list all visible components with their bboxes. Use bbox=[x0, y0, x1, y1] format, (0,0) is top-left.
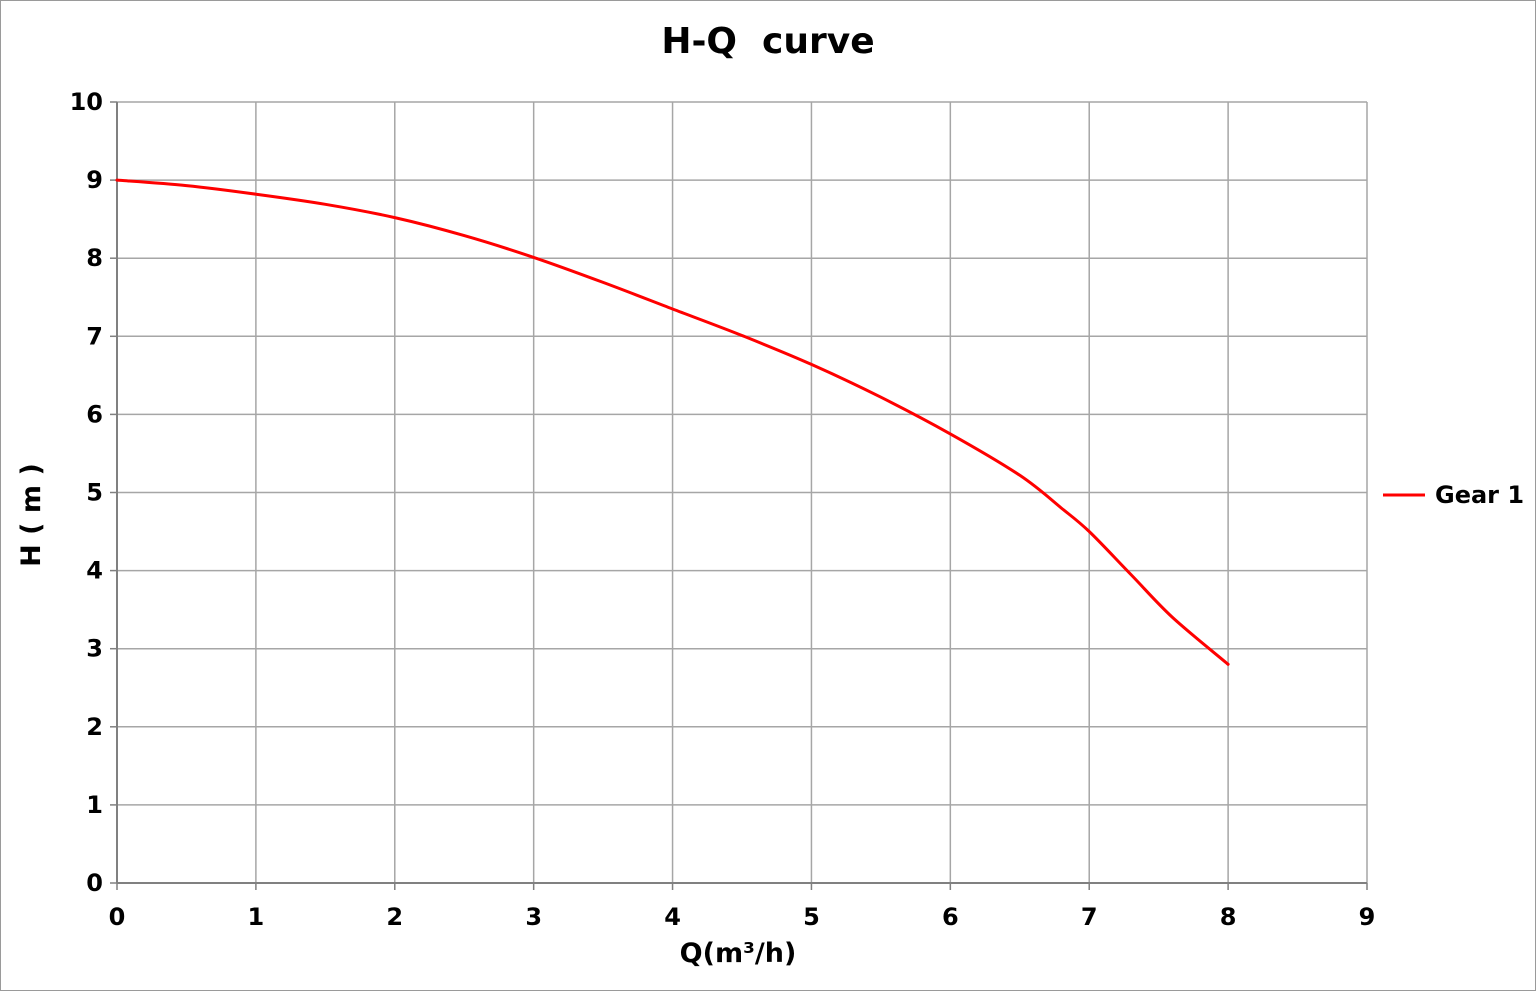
series-lines bbox=[115, 178, 1230, 666]
legend: Gear 1 bbox=[1383, 481, 1524, 509]
y-tick-label: 8 bbox=[86, 244, 103, 272]
x-tick-label: 4 bbox=[664, 903, 681, 931]
x-tick-label: 9 bbox=[1359, 903, 1376, 931]
grid bbox=[117, 101, 1368, 883]
y-axis-label: H ( m ) bbox=[16, 463, 47, 567]
x-tick-label: 5 bbox=[803, 903, 820, 931]
axes bbox=[110, 101, 1368, 890]
x-tick-label: 3 bbox=[525, 903, 542, 931]
tick-labels: 0 1 2 3 4 5 6 7 8 9 0 1 2 3 4 5 6 7 8 9 10 bbox=[70, 88, 1376, 931]
y-tick-label: 10 bbox=[70, 88, 103, 116]
x-tick-label: 8 bbox=[1220, 903, 1237, 931]
legend-label: Gear 1 bbox=[1435, 481, 1524, 509]
series-line-gear-1 bbox=[115, 178, 1230, 666]
y-tick-label: 0 bbox=[86, 869, 103, 897]
x-tick-label: 2 bbox=[386, 903, 403, 931]
x-tick-label: 6 bbox=[942, 903, 959, 931]
x-tick-label: 1 bbox=[248, 903, 265, 931]
x-tick-label: 7 bbox=[1081, 903, 1098, 931]
y-tick-label: 9 bbox=[86, 166, 103, 194]
x-tick-label: 0 bbox=[109, 903, 126, 931]
y-tick-label: 3 bbox=[86, 635, 103, 663]
y-tick-label: 6 bbox=[86, 400, 103, 428]
y-tick-label: 7 bbox=[86, 322, 103, 350]
y-tick-label: 1 bbox=[86, 791, 103, 819]
x-axis-label: Q(m³/h) bbox=[680, 938, 797, 969]
y-tick-label: 2 bbox=[86, 713, 103, 741]
y-tick-label: 5 bbox=[86, 479, 103, 507]
y-tick-label: 4 bbox=[86, 557, 103, 585]
chart-title: H-Q curve bbox=[661, 21, 874, 62]
